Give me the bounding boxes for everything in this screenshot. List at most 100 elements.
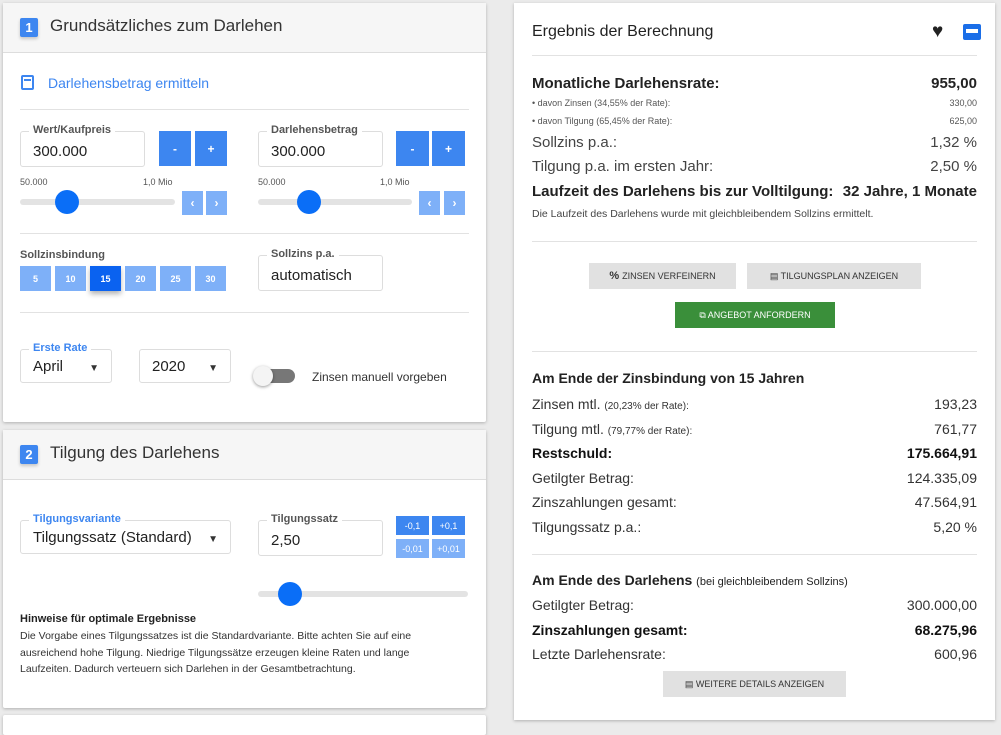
kaufpreis-prev-button[interactable]: ‹ (182, 191, 203, 215)
darlehen-slider[interactable] (258, 199, 412, 205)
zinsen-verfeinern-button[interactable]: % ZINSEN VERFEINERN (589, 263, 736, 289)
section-1-header[interactable]: 1 Grundsätzliches zum Darlehen (3, 3, 486, 53)
row-value: 761,77 (934, 420, 977, 437)
zinsbindung-10[interactable]: 10 (55, 266, 86, 291)
button-label: WEITERE DETAILS ANZEIGEN (695, 679, 825, 689)
divider (532, 55, 977, 56)
divider (532, 241, 977, 242)
kaufpreis-value: 300.000 (33, 143, 88, 160)
zinsbindung-20[interactable]: 20 (125, 266, 156, 291)
kaufpreis-next-button[interactable]: › (206, 191, 227, 215)
darlehensbetrag-input[interactable]: Darlehensbetrag 300.000 (258, 124, 383, 167)
row-value: 124.335,09 (906, 469, 977, 486)
angebot-anfordern-button[interactable]: ⧉ ANGEBOT ANFORDERN (675, 302, 835, 328)
print-icon[interactable] (963, 24, 981, 40)
kaufpreis-minus-button[interactable]: - (159, 131, 191, 166)
tilgungssatz-slider-thumb[interactable] (278, 582, 302, 606)
row-value: 193,23 (934, 396, 977, 412)
kaufpreis-plus-button[interactable]: + (195, 131, 227, 166)
hint-text: Die Vorgabe eines Tilgungssatzes ist die… (20, 630, 412, 675)
divider (20, 233, 469, 234)
year-value: 2020 (152, 358, 186, 375)
zinsen-manuell-toggle[interactable] (253, 366, 295, 386)
label-text: Letzte Darlehensrate: (532, 646, 666, 662)
minus-0-1-button[interactable]: -0,1 (396, 516, 429, 535)
sollzinsbindung-label: Sollzinsbindung (20, 249, 105, 261)
row-value: 5,20 % (933, 518, 977, 535)
plus-0-01-button[interactable]: +0,01 (432, 539, 465, 558)
darlehensbetrag-ermitteln-link[interactable]: Darlehensbetrag ermitteln (48, 75, 210, 91)
result-title: Ergebnis der Berechnung (532, 23, 714, 40)
button-label: ANGEBOT ANFORDERN (707, 310, 811, 320)
section-2-card: 2 Tilgung des Darlehens Tilgungsvariante… (3, 430, 486, 708)
row-label: Zinszahlungen gesamt: (532, 622, 688, 638)
darlehen-prev-button[interactable]: ‹ (419, 191, 440, 215)
row-label: Restschuld: (532, 445, 612, 461)
row-value: 47.564,91 (914, 494, 977, 510)
button-label: TILGUNGSPLAN ANZEIGEN (780, 271, 899, 281)
result-row: Zinsen mtl. (20,23% der Rate): 193,23 (532, 396, 977, 412)
kaufpreis-label: Wert/Kaufpreis (29, 124, 116, 136)
weitere-details-button[interactable]: ▤ WEITERE DETAILS ANZEIGEN (663, 671, 846, 697)
tilgung-value: 625,00 (949, 116, 977, 126)
darlehen-minus-button[interactable]: - (396, 131, 429, 166)
tilgungsvariante-select[interactable]: Tilgungsvariante Tilgungssatz (Standard)… (20, 513, 231, 554)
minus-0-01-button[interactable]: -0,01 (396, 539, 429, 558)
tilgung-pa-value: 2,50 % (930, 158, 977, 175)
result-row: Tilgung mtl. (79,77% der Rate): 761,77 (532, 421, 977, 437)
label-sub: (79,77% der Rate): (607, 425, 693, 437)
zinsbindung-5[interactable]: 5 (20, 266, 51, 291)
zinsen-value: 330,00 (949, 98, 977, 108)
divider (20, 312, 469, 313)
calculator-icon[interactable] (21, 75, 34, 90)
sollzinsbindung-options: 5 10 15 20 25 30 (20, 266, 226, 291)
heart-icon[interactable]: ♥ (932, 21, 944, 42)
hint-title: Hinweise für optimale Ergebnisse (20, 613, 197, 625)
darlehen-plus-button[interactable]: + (432, 131, 465, 166)
erste-rate-label: Erste Rate (29, 342, 92, 354)
result-row: Getilgter Betrag: 300.000,00 (532, 597, 977, 613)
zinsbindung-30[interactable]: 30 (195, 266, 226, 291)
tilgungssatz-slider[interactable] (258, 591, 468, 597)
result-row: Getilgter Betrag: 124.335,09 (532, 470, 977, 486)
label-text: Tilgung mtl. (532, 420, 604, 437)
zinsbindung-25[interactable]: 25 (160, 266, 191, 291)
row-value: 600,96 (934, 646, 977, 662)
rate-value: 955,00 (931, 75, 977, 92)
kaufpreis-slider[interactable] (20, 199, 175, 205)
sollzins-label: Sollzins p.a.: (532, 134, 618, 151)
laufzeit-value: 32 Jahre, 1 Monate (842, 183, 977, 200)
kaufpreis-input[interactable]: Wert/Kaufpreis 300.000 (20, 124, 145, 167)
tilgungsplan-button[interactable]: ▤ TILGUNGSPLAN ANZEIGEN (747, 263, 921, 289)
divider (20, 109, 469, 110)
caret-down-icon: ▼ (208, 363, 218, 374)
kaufpreis-slider-thumb[interactable] (55, 190, 79, 214)
row-label: Tilgung mtl. (79,77% der Rate): (532, 421, 692, 437)
erste-rate-month-select[interactable]: Erste Rate April ▼ (20, 342, 112, 383)
erste-rate-year-select[interactable]: 2020 ▼ (139, 349, 231, 383)
end-darlehen-subtitle: (bei gleichbleibendem Sollzins) (696, 576, 848, 588)
sollzins-value: 1,32 % (930, 134, 977, 151)
caret-down-icon: ▼ (89, 363, 99, 374)
section-2-header[interactable]: 2 Tilgung des Darlehens (3, 430, 486, 480)
label-text: Zinsen mtl. (532, 396, 601, 412)
row-label: Letzte Darlehensrate: (532, 646, 666, 662)
tilgungssatz-input[interactable]: Tilgungssatz 2,50 (258, 513, 383, 556)
plus-0-1-button[interactable]: +0,1 (432, 516, 465, 535)
label-text: Zinszahlungen gesamt: (532, 494, 677, 510)
darlehen-slider-thumb[interactable] (297, 190, 321, 214)
sollzins-input[interactable]: Sollzins p.a. automatisch (258, 248, 383, 291)
darlehen-next-button[interactable]: › (444, 191, 465, 215)
label-text: Restschuld: (532, 445, 613, 461)
zinsbindung-15[interactable]: 15 (90, 266, 121, 291)
section-title: Tilgung des Darlehens (50, 443, 220, 462)
caret-down-icon: ▼ (208, 534, 218, 545)
button-label: ZINSEN VERFEINERN (622, 271, 716, 281)
divider (532, 351, 977, 352)
laufzeit-note: Die Laufzeit des Darlehens wurde mit gle… (532, 208, 874, 220)
end-darlehen-title: Am Ende des Darlehens (532, 572, 693, 588)
tilgungssatz-label: Tilgungssatz (267, 513, 343, 525)
list-icon: ▤ (684, 679, 696, 689)
end-darlehen-heading: Am Ende des Darlehens (bei gleichbleiben… (532, 572, 848, 588)
row-label: Zinszahlungen gesamt: (532, 494, 677, 510)
